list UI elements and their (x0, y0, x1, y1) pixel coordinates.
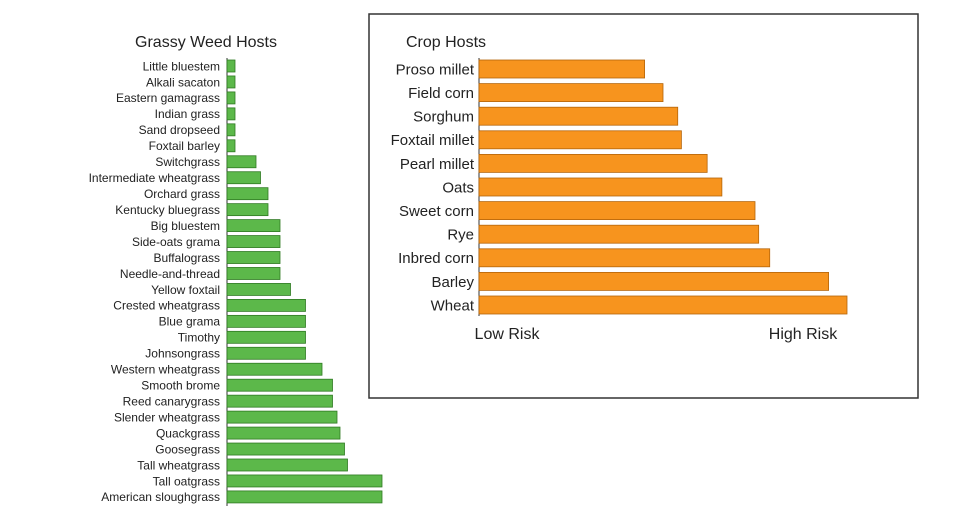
crop-category-label: Field corn (408, 85, 474, 102)
weed-category-label: Tall oatgrass (153, 474, 220, 488)
weed-category-label: Orchard grass (144, 187, 220, 201)
weed-bar (226, 330, 306, 344)
crop-category-label: Pearl millet (400, 156, 475, 173)
weed-bar (226, 346, 306, 360)
crop-bar (478, 130, 682, 150)
weed-bar (226, 75, 236, 89)
weed-category-label: Reed canarygrass (123, 394, 220, 408)
weed-bar (226, 490, 383, 504)
weed-category-label: Alkali sacaton (146, 75, 220, 89)
crop-category-label: Sorghum (413, 109, 474, 126)
crop-category-label: Sweet corn (399, 203, 474, 220)
weed-bar (226, 107, 236, 121)
weed-bar (226, 378, 333, 392)
high-risk-label: High Risk (769, 326, 838, 343)
weed-bar (226, 410, 338, 424)
weed-category-label: Big bluestem (151, 219, 220, 233)
weed-category-label: Western wheatgrass (111, 363, 220, 377)
grassy-weed-hosts-chart: Grassy Weed Hosts Little bluestem Alkali … (89, 34, 383, 506)
weed-bar (226, 458, 348, 472)
weed-bar (226, 219, 281, 233)
crop-chart-title: Crop Hosts (406, 34, 486, 51)
weed-bar (226, 267, 281, 280)
weed-chart-title: Grassy Weed Hosts (135, 34, 277, 51)
crop-category-label: Proso millet (396, 61, 475, 78)
weed-bar (226, 59, 236, 73)
weed-category-label: Foxtail barley (149, 139, 220, 153)
crop-bar (478, 295, 848, 315)
crop-category-label: Wheat (431, 297, 475, 314)
weed-bar (226, 235, 281, 248)
weed-bar (226, 442, 345, 456)
weed-bar (226, 123, 236, 137)
crop-category-label: Barley (431, 274, 474, 291)
weed-bar (226, 394, 333, 408)
crop-category-label: Inbred corn (398, 250, 474, 267)
weed-category-label: Blue grama (159, 315, 221, 329)
crop-bar (478, 201, 756, 221)
crop-bar (478, 177, 723, 197)
weed-category-label: Yellow foxtail (151, 283, 220, 297)
crop-bar (478, 59, 646, 79)
weed-bar (226, 474, 383, 488)
crop-hosts-chart: Crop Hosts Proso millet Field corn Sorghum… (368, 13, 919, 399)
crop-bar (478, 106, 679, 126)
crop-category-label: Oats (442, 179, 474, 196)
low-risk-label: Low Risk (475, 326, 541, 343)
weed-bar (226, 298, 306, 312)
weed-bar (226, 171, 261, 185)
crop-bar (478, 83, 664, 102)
weed-bar (226, 91, 236, 105)
weed-category-label: Indian grass (155, 107, 220, 121)
weed-category-label: Crested wheatgrass (113, 299, 220, 313)
weed-category-label: Johnsongrass (145, 347, 220, 361)
weed-bar (226, 314, 306, 328)
weed-category-label: American sloughgrass (101, 490, 220, 504)
weed-category-label: Slender wheatgrass (114, 410, 220, 424)
crop-bar (478, 248, 771, 268)
weed-bar (226, 251, 281, 264)
weed-category-label: Kentucky bluegrass (115, 203, 220, 217)
weed-bar (226, 155, 257, 169)
weed-bar (226, 139, 236, 153)
weed-labels-group: Little bluestem Alkali sacaton Eastern gam… (89, 59, 221, 504)
weed-category-label: Needle-and-thread (120, 267, 220, 281)
crop-bar (478, 271, 830, 291)
weed-bar (226, 426, 341, 440)
crop-labels-group: Proso millet Field corn Sorghum Foxtail mil… (391, 61, 475, 314)
crop-bars-group (478, 59, 848, 315)
weed-category-label: Timothy (178, 331, 220, 345)
weed-bar (226, 203, 269, 217)
crop-category-label: Rye (447, 227, 474, 244)
weed-category-label: Intermediate wheatgrass (89, 171, 220, 185)
weed-category-label: Buffalograss (154, 251, 221, 265)
weed-bar (226, 283, 291, 296)
crop-bar (478, 224, 760, 244)
weed-category-label: Sand dropseed (139, 123, 220, 137)
weed-bar (226, 362, 323, 376)
weed-category-label: Tall wheatgrass (137, 458, 220, 472)
weed-category-label: Quackgrass (156, 426, 220, 440)
weed-category-label: Little bluestem (143, 59, 220, 73)
weed-category-label: Switchgrass (155, 155, 220, 169)
weed-bar (226, 187, 269, 201)
crop-bar (478, 153, 708, 173)
weed-category-label: Smooth brome (141, 379, 220, 393)
weed-category-label: Side-oats grama (132, 235, 220, 249)
weed-bars-group (226, 59, 383, 504)
crop-category-label: Foxtail millet (391, 132, 475, 149)
weed-category-label: Eastern gamagrass (116, 91, 220, 105)
weed-category-label: Goosegrass (155, 442, 220, 456)
